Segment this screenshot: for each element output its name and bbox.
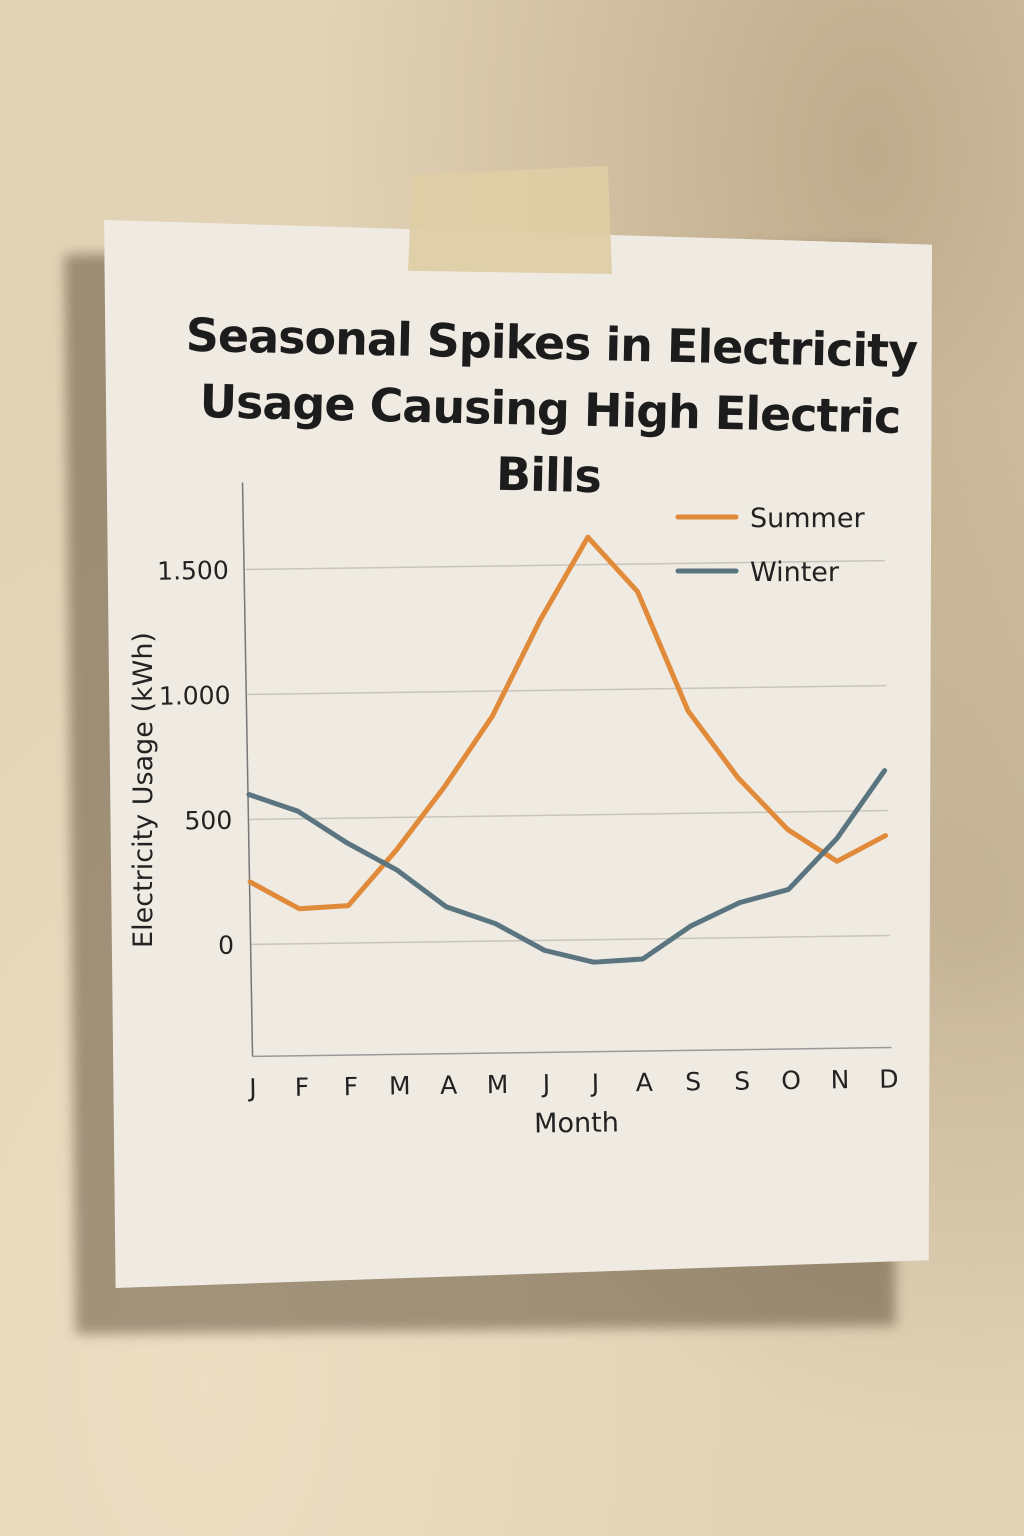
x-tick-label: M: [389, 1071, 411, 1100]
y-tick-label: 1.000: [159, 681, 231, 711]
series-lines: [246, 534, 889, 965]
y-tick-label: 1.500: [157, 556, 229, 586]
x-tick-label: J: [541, 1069, 551, 1098]
x-axis-line: [252, 1046, 892, 1058]
grid-line: [250, 934, 890, 946]
x-tick-label: A: [636, 1068, 654, 1097]
x-tick-label: J: [590, 1069, 600, 1098]
x-tick-label: M: [487, 1070, 509, 1099]
legend-label-winter: Winter: [750, 557, 840, 588]
y-tick-label: 500: [184, 806, 232, 836]
chart-poster: [104, 220, 932, 1288]
series-line-winter: [246, 768, 888, 965]
grid-line: [249, 809, 889, 821]
x-tick-label: O: [781, 1066, 801, 1095]
legend: Summer Winter: [675, 503, 865, 588]
x-tick-label: J: [247, 1073, 257, 1102]
series-line-summer: [247, 534, 889, 912]
y-axis-line: [241, 482, 254, 1057]
x-tick-label: D: [879, 1064, 899, 1093]
y-axis-title: Electricity Usage (kWh): [128, 632, 159, 948]
legend-label-summer: Summer: [750, 503, 865, 534]
x-tick-label: S: [734, 1067, 750, 1096]
x-axis-title: Month: [534, 1107, 619, 1139]
x-tick-label: F: [295, 1073, 310, 1102]
grid-line: [247, 684, 887, 696]
masking-tape: [408, 166, 612, 274]
grid-line: [245, 559, 885, 571]
x-tick-label: S: [685, 1067, 701, 1096]
x-tick-label: A: [440, 1071, 458, 1100]
grid-lines: [245, 559, 890, 946]
y-tick-label: 0: [218, 931, 234, 960]
y-tick-labels: 0 500 1.000 1.500: [157, 556, 234, 960]
x-tick-label: N: [830, 1065, 849, 1094]
x-tick-label: F: [343, 1072, 358, 1101]
